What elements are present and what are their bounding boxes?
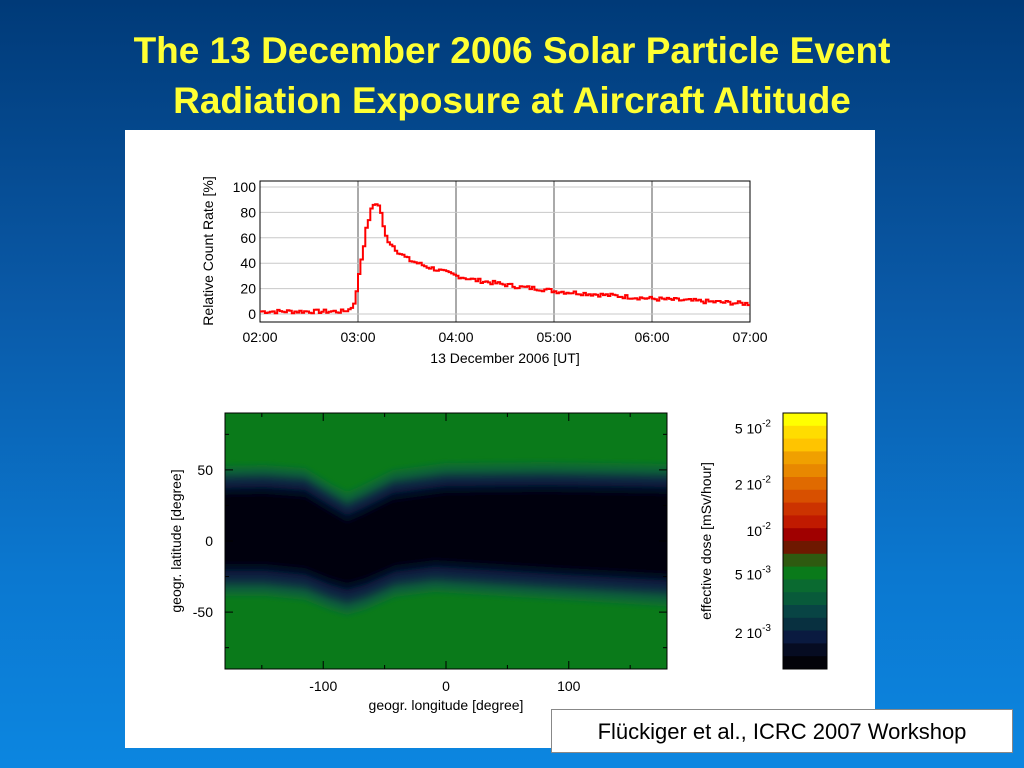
dose-colorbar-cell: [783, 643, 827, 657]
dose-colorbar-frame: [782, 412, 828, 670]
citation-box: Flückiger et al., ICRC 2007 Workshop: [551, 709, 1013, 753]
dose-colorbar-cell: [783, 630, 827, 644]
count-rate-y-tick-label: 40: [240, 255, 256, 271]
dose-colorbar-cell: [783, 617, 827, 632]
figure-panel: 02:00 03:00 04:00 05:00 06:00 07:00 0 20 40 60 80 1…: [125, 130, 875, 748]
dose-map-xlabel: geogr. longitude [degree]: [369, 697, 524, 713]
dose-map-x-tick-label: -100: [309, 678, 337, 694]
dose-colorbar-cell: [783, 566, 827, 580]
count-rate-y-tick-label: 20: [240, 281, 256, 297]
dose-colorbar-cell: [783, 413, 827, 427]
dose-map-y-tick-label: 0: [205, 533, 213, 549]
count-rate-chart: 02:00 03:00 04:00 05:00 06:00 07:00 0 20 40 60 80 1…: [200, 176, 768, 366]
dose-colorbar-tick-label: 2 10-3: [735, 623, 772, 641]
dose-colorbar-cell: [783, 541, 827, 555]
dose-map-y-tick-label: 50: [197, 462, 213, 478]
dose-colorbar-cell: [783, 605, 827, 619]
dose-colorbar-cell: [783, 451, 827, 465]
count-rate-x-tick-label: 03:00: [340, 329, 375, 345]
dose-colorbar-cell: [783, 553, 827, 568]
dose-colorbar-cell: [783, 477, 827, 491]
citation-text: Flückiger et al., ICRC 2007 Workshop: [597, 719, 967, 744]
dose-colorbar-cell: [783, 425, 827, 440]
dose-colorbar-tick-label: 2 10-2: [735, 475, 772, 493]
dose-colorbar-cell: [783, 656, 827, 670]
dose-colorbar-tick-label: 5 10-3: [735, 564, 772, 582]
dose-map-chart: -100 0 100 50 0 -50 geogr. longitude [degree]…: [168, 412, 668, 713]
dose-colorbar-cell: [783, 592, 827, 606]
dose-map-core: [225, 492, 667, 583]
dose-map-ylabel: geogr. latitude [degree]: [168, 469, 184, 612]
dose-colorbar-cell: [783, 515, 827, 529]
slide-title: The 13 December 2006 Solar Particle Even…: [0, 26, 1024, 126]
dose-colorbar-tick-label: 5 10-2: [735, 418, 772, 436]
dose-colorbar-label: effective dose [mSv/hour]: [698, 462, 714, 620]
count-rate-y-tick-label: 80: [240, 204, 256, 220]
count-rate-x-tick-label: 05:00: [536, 329, 571, 345]
dose-colorbar: 5 10-2 2 10-2 10-2 5 10-3 2 10-3 effective d…: [698, 412, 828, 670]
count-rate-ylabel: Relative Count Rate [%]: [200, 176, 216, 325]
count-rate-x-tick-label: 02:00: [242, 329, 277, 345]
dose-map-x-tick-label: 100: [557, 678, 581, 694]
slide-title-line-1: The 13 December 2006 Solar Particle Even…: [133, 30, 891, 71]
count-rate-x-tick-label: 07:00: [732, 329, 767, 345]
count-rate-xlabel: 13 December 2006 [UT]: [430, 350, 579, 366]
dose-map-x-tick-label: 0: [442, 678, 450, 694]
count-rate-x-tick-label: 04:00: [438, 329, 473, 345]
count-rate-plot-frame: [259, 180, 751, 323]
dose-colorbar-cell: [783, 489, 827, 504]
count-rate-y-tick-label: 0: [248, 306, 256, 322]
dose-map-y-tick-label: -50: [193, 604, 213, 620]
count-rate-x-tick-label: 06:00: [634, 329, 669, 345]
slide-title-line-2: Radiation Exposure at Aircraft Altitude: [173, 80, 851, 121]
count-rate-series-line: [260, 203, 750, 315]
dose-colorbar-cell: [783, 464, 827, 478]
count-rate-grid: [260, 181, 750, 322]
dose-colorbar-cell: [783, 579, 827, 593]
count-rate-y-tick-label: 60: [240, 230, 256, 246]
count-rate-y-tick-label: 100: [233, 179, 257, 195]
dose-colorbar-cell: [783, 438, 827, 452]
dose-colorbar-cell: [783, 502, 827, 516]
dose-colorbar-cell: [783, 528, 827, 542]
dose-colorbar-tick-label: 10-2: [747, 521, 772, 539]
